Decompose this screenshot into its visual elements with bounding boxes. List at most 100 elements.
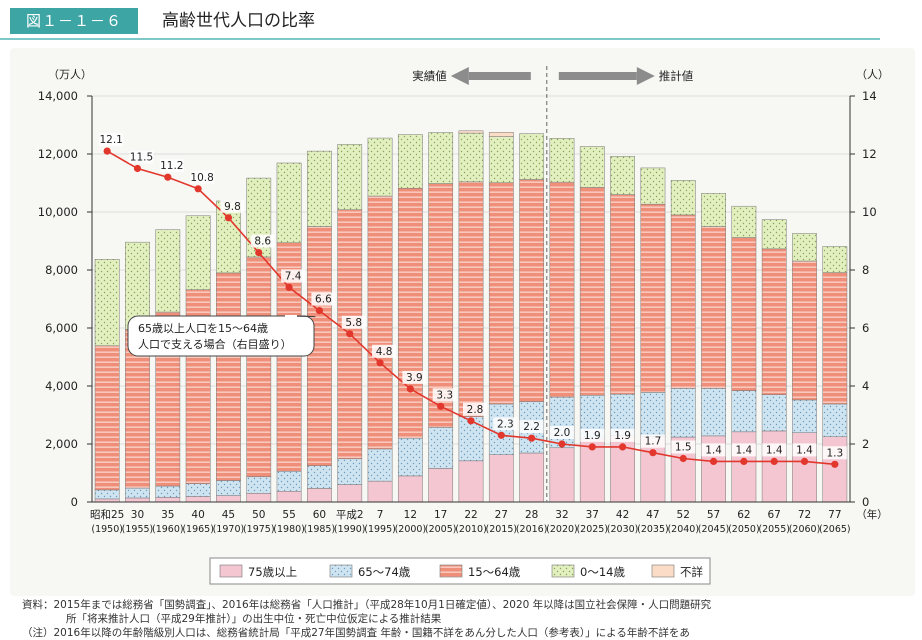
- right-tick-label: 10: [862, 205, 877, 219]
- x-tick-label-year: (1985): [304, 524, 336, 535]
- ratio-label: 1.5: [675, 442, 692, 454]
- legend-label: 75歳以上: [248, 565, 297, 579]
- x-tick-label-year: (2015): [486, 524, 518, 535]
- left-axis-unit: （万人）: [48, 68, 92, 81]
- ratio-label: 1.9: [584, 430, 601, 442]
- bar-segment-4: [458, 132, 484, 183]
- ratio-label-bg: [159, 159, 184, 173]
- figure-label-badge: 図１－１－６: [10, 8, 138, 34]
- header-divider: [0, 38, 880, 40]
- bar-segment-4: [397, 134, 423, 189]
- x-tick-label-year: (2000): [395, 524, 427, 535]
- ratio-point: [194, 185, 202, 193]
- x-tick-label-year: (2040): [667, 524, 699, 535]
- chart-panel: 0 2,000 4,000 6,000 8,000 10,000 12,000 14,000 0…: [10, 48, 915, 596]
- ratio-label-bg: [190, 170, 215, 184]
- ratio-label-bg: [822, 446, 847, 460]
- bar-segment-1: [367, 480, 393, 503]
- x-tick-label-year: (2055): [758, 524, 790, 535]
- bar-segment-2: [367, 448, 393, 482]
- bar-segment-1: [488, 454, 514, 503]
- bar-segment-3: [458, 181, 484, 417]
- x-tick-label-era: 7: [377, 509, 384, 521]
- x-tick-label-year: (2030): [607, 524, 639, 535]
- ratio-label: 1.4: [766, 444, 783, 456]
- source-notes: 資料：2015年までは総務省「国勢調査」、2016年は総務省「人口推計」（平成2…: [22, 598, 912, 640]
- ratio-label-bg: [220, 199, 245, 213]
- ratio-label-bg: [341, 315, 366, 329]
- x-tick-label-year: (1960): [152, 524, 184, 535]
- ratio-point: [437, 402, 445, 410]
- ratio-point: [224, 214, 233, 222]
- bar-segment-4: [549, 138, 575, 183]
- bar-segment-2: [155, 485, 181, 498]
- bar-segment-2: [397, 437, 423, 477]
- right-tick-label: 4: [862, 379, 869, 393]
- bar-segment-1: [185, 496, 211, 503]
- bar-segment-1: [337, 484, 363, 503]
- projection-label: 推計値: [659, 69, 694, 83]
- bar-segment-2: [610, 393, 635, 436]
- ratio-point: [103, 147, 111, 155]
- bar-segment-3: [397, 187, 423, 439]
- bar-segment-1: [397, 475, 423, 503]
- bar-segment-3: [367, 195, 393, 450]
- bar-segment-2: [549, 396, 575, 449]
- legend-swatch: [219, 564, 243, 578]
- ratio-point: [406, 385, 414, 393]
- bar-segment-4: [488, 136, 514, 183]
- left-tick-label: 6,000: [45, 321, 78, 335]
- ratio-label-bg: [281, 269, 306, 283]
- actual-label: 実績値: [412, 69, 447, 83]
- figure-header: 図１－１－６ 高齢世代人口の比率: [0, 0, 922, 50]
- x-tick-label-year: (1990): [334, 524, 366, 535]
- x-tick-label-year: (2025): [576, 524, 608, 535]
- bar-segment-1: [731, 431, 757, 503]
- ratio-label: 6.6: [315, 294, 332, 306]
- x-tick-label-era: 30: [131, 509, 144, 521]
- bar-segment-4: [367, 137, 393, 197]
- ratio-label-bg: [580, 428, 605, 442]
- x-tick-label-era: 17: [434, 509, 447, 521]
- ratio-point: [770, 457, 778, 465]
- ratio-label: 11.5: [130, 152, 153, 164]
- ratio-point: [255, 249, 263, 257]
- right-tick-label: 0: [862, 495, 869, 509]
- x-tick-label-year: (2045): [698, 524, 730, 535]
- ratio-label-bg: [129, 150, 154, 164]
- ratio-label: 2.2: [523, 421, 540, 433]
- ratio-point: [740, 457, 748, 465]
- bar-segment-4: [822, 246, 848, 273]
- ratio-label-bg: [402, 370, 427, 384]
- ratio-label-bg: [99, 133, 124, 147]
- x-tick-label-year: (1995): [364, 524, 396, 535]
- left-tick-label: 14,000: [38, 89, 78, 103]
- ratio-label-bg: [463, 402, 487, 416]
- ratio-label: 8.6: [254, 236, 271, 248]
- ratio-label: 10.8: [190, 172, 213, 184]
- legend-label: 不詳: [680, 565, 703, 579]
- bar-segment-4: [640, 167, 666, 205]
- ratio-point: [558, 440, 566, 448]
- ratio-label: 4.8: [376, 346, 393, 358]
- support-ratio-line: 12.1 11.5 11.2 10.8 9.8 8.6 7.4 6.6 5.8 4.8 3.9 3.3…: [99, 133, 847, 468]
- x-tick-label-era: 28: [525, 509, 538, 521]
- ratio-label: 11.2: [160, 160, 183, 172]
- ratio-point: [164, 173, 172, 181]
- projection-arrow-head: [636, 67, 655, 85]
- bar-segment-2: [307, 465, 332, 489]
- legend-label: 0～14歳: [580, 565, 625, 579]
- ratio-label: 1.4: [736, 444, 753, 456]
- legend-swatch: [329, 564, 353, 578]
- x-tick-label-era: 72: [798, 509, 811, 521]
- ratio-label-bg: [731, 443, 756, 457]
- ratio-label-bg: [519, 420, 544, 434]
- left-tick-label: 4,000: [45, 379, 78, 393]
- bar-segment-1: [155, 497, 181, 503]
- bar-segment-2: [731, 390, 757, 433]
- bar-segment-4: [519, 133, 545, 180]
- bar-segment-4: [216, 200, 241, 274]
- bar-segment-3: [488, 182, 514, 405]
- source-line-2: 所「将来推計人口（平成29年推計）」の出生中位・死亡中位仮定による推計結果: [66, 613, 442, 625]
